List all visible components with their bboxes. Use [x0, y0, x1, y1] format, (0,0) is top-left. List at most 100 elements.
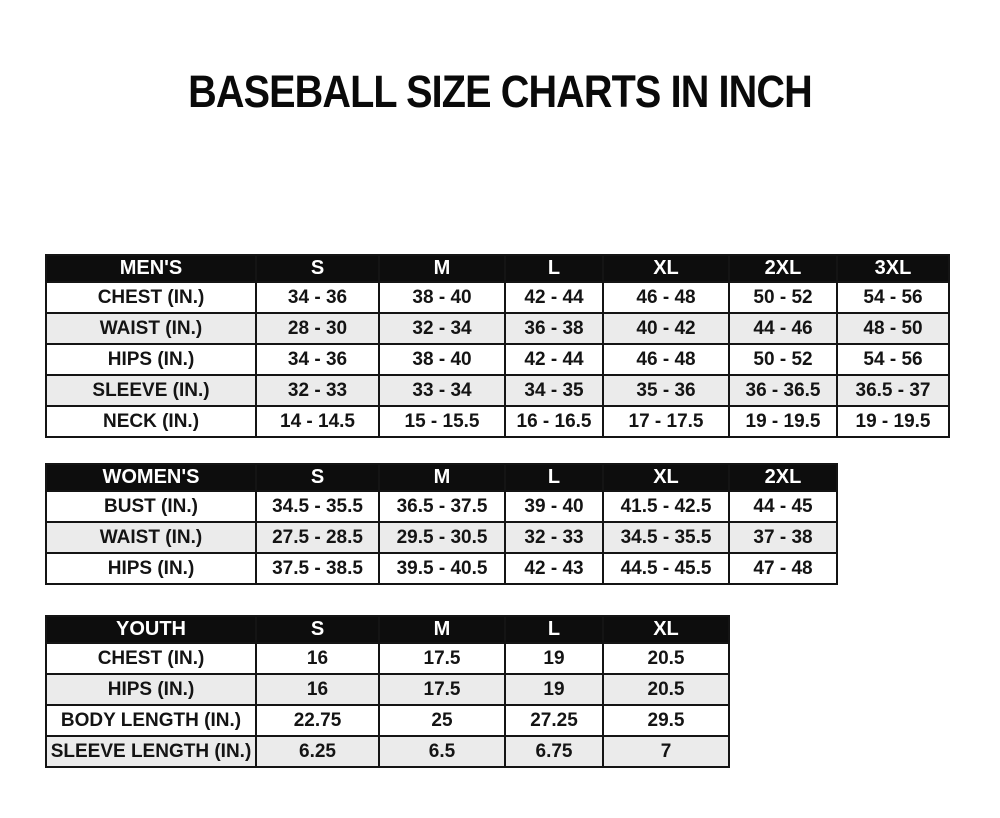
column-header-size: 2XL: [728, 254, 838, 283]
row-label: BODY LENGTH (IN.): [45, 704, 257, 737]
size-charts-page: BASEBALL SIZE CHARTS IN INCH MEN'S S M L XL 2…: [0, 66, 1000, 818]
size-table-youth: YOUTH S M L XL CHEST (IN.) 16 17.5 19 20.5 HIPS (I…: [45, 615, 730, 768]
size-cell: 25: [378, 704, 506, 737]
column-header-size: XL: [602, 463, 730, 492]
size-table-womens: WOMEN'S S M L XL 2XL BUST (IN.) 34.5 - 35.5 36.5…: [45, 463, 838, 585]
size-cell: 36.5 - 37.5: [378, 490, 506, 523]
size-cell: 17.5: [378, 642, 506, 675]
size-cell: 17 - 17.5: [602, 405, 730, 438]
size-cell: 34.5 - 35.5: [602, 521, 730, 554]
size-cell: 44.5 - 45.5: [602, 552, 730, 585]
row-label: HIPS (IN.): [45, 673, 257, 706]
column-header-size: S: [255, 463, 380, 492]
size-cell: 16 - 16.5: [504, 405, 604, 438]
size-cell: 54 - 56: [836, 343, 950, 376]
size-cell: 19: [504, 673, 604, 706]
size-cell: 39 - 40: [504, 490, 604, 523]
table-row: BUST (IN.) 34.5 - 35.5 36.5 - 37.5 39 - 40 4…: [45, 490, 838, 523]
table-header: YOUTH S M L XL: [45, 615, 730, 644]
size-cell: 42 - 43: [504, 552, 604, 585]
size-cell: 44 - 45: [728, 490, 838, 523]
column-header-size: 3XL: [836, 254, 950, 283]
size-cell: 48 - 50: [836, 312, 950, 345]
column-header-size: L: [504, 254, 604, 283]
row-label: CHEST (IN.): [45, 642, 257, 675]
size-cell: 35 - 36: [602, 374, 730, 407]
row-label: HIPS (IN.): [45, 552, 257, 585]
column-header-size: S: [255, 615, 380, 644]
size-cell: 34 - 36: [255, 343, 380, 376]
size-cell: 39.5 - 40.5: [378, 552, 506, 585]
table-row: NECK (IN.) 14 - 14.5 15 - 15.5 16 - 16.5 17 …: [45, 405, 950, 438]
row-label: SLEEVE (IN.): [45, 374, 257, 407]
column-header-size: L: [504, 615, 604, 644]
size-cell: 14 - 14.5: [255, 405, 380, 438]
size-cell: 28 - 30: [255, 312, 380, 345]
table-row: BODY LENGTH (IN.) 22.75 25 27.25 29.5: [45, 704, 730, 737]
size-cell: 19 - 19.5: [728, 405, 838, 438]
table-row: HIPS (IN.) 37.5 - 38.5 39.5 - 40.5 42 - 43 4…: [45, 552, 838, 585]
table-row: WAIST (IN.) 28 - 30 32 - 34 36 - 38 40 - 42 4…: [45, 312, 950, 345]
size-cell: 33 - 34: [378, 374, 506, 407]
size-cell: 38 - 40: [378, 343, 506, 376]
header-row: WOMEN'S S M L XL 2XL: [45, 463, 838, 492]
size-cell: 42 - 44: [504, 343, 604, 376]
size-cell: 50 - 52: [728, 343, 838, 376]
row-label: NECK (IN.): [45, 405, 257, 438]
size-cell: 20.5: [602, 642, 730, 675]
size-cell: 34 - 36: [255, 281, 380, 314]
size-cell: 46 - 48: [602, 343, 730, 376]
table-header: WOMEN'S S M L XL 2XL: [45, 463, 838, 492]
size-cell: 50 - 52: [728, 281, 838, 314]
size-cell: 32 - 33: [255, 374, 380, 407]
size-cell: 34 - 35: [504, 374, 604, 407]
size-cell: 54 - 56: [836, 281, 950, 314]
row-label: HIPS (IN.): [45, 343, 257, 376]
size-cell: 36.5 - 37: [836, 374, 950, 407]
column-header-size: M: [378, 254, 506, 283]
column-header-size: XL: [602, 615, 730, 644]
table-body: CHEST (IN.) 16 17.5 19 20.5 HIPS (IN.) 16 17.5 1…: [45, 642, 730, 768]
size-cell: 32 - 33: [504, 521, 604, 554]
table-body: CHEST (IN.) 34 - 36 38 - 40 42 - 44 46 - 48 5…: [45, 281, 950, 438]
header-row: MEN'S S M L XL 2XL 3XL: [45, 254, 950, 283]
size-cell: 16: [255, 673, 380, 706]
size-cell: 37.5 - 38.5: [255, 552, 380, 585]
size-cell: 20.5: [602, 673, 730, 706]
size-cell: 46 - 48: [602, 281, 730, 314]
size-cell: 40 - 42: [602, 312, 730, 345]
tables-container: MEN'S S M L XL 2XL 3XL CHEST (IN.) 34 - 36 38 - 4…: [45, 254, 950, 768]
size-cell: 22.75: [255, 704, 380, 737]
size-cell: 37 - 38: [728, 521, 838, 554]
size-cell: 41.5 - 42.5: [602, 490, 730, 523]
size-cell: 27.25: [504, 704, 604, 737]
table-body: BUST (IN.) 34.5 - 35.5 36.5 - 37.5 39 - 40 4…: [45, 490, 838, 585]
row-label: CHEST (IN.): [45, 281, 257, 314]
size-cell: 15 - 15.5: [378, 405, 506, 438]
size-cell: 36 - 38: [504, 312, 604, 345]
size-cell: 29.5 - 30.5: [378, 521, 506, 554]
table-group-header: MEN'S: [45, 254, 257, 283]
table-row: HIPS (IN.) 34 - 36 38 - 40 42 - 44 46 - 48 50…: [45, 343, 950, 376]
page-title: BASEBALL SIZE CHARTS IN INCH: [188, 66, 813, 117]
row-label: BUST (IN.): [45, 490, 257, 523]
table-row: CHEST (IN.) 16 17.5 19 20.5: [45, 642, 730, 675]
column-header-size: M: [378, 463, 506, 492]
size-cell: 36 - 36.5: [728, 374, 838, 407]
size-cell: 29.5: [602, 704, 730, 737]
size-cell: 27.5 - 28.5: [255, 521, 380, 554]
row-label: WAIST (IN.): [45, 521, 257, 554]
size-cell: 16: [255, 642, 380, 675]
size-cell: 19 - 19.5: [836, 405, 950, 438]
size-cell: 44 - 46: [728, 312, 838, 345]
header-row: YOUTH S M L XL: [45, 615, 730, 644]
table-row: SLEEVE (IN.) 32 - 33 33 - 34 34 - 35 35 - 36…: [45, 374, 950, 407]
table-group-header: WOMEN'S: [45, 463, 257, 492]
column-header-size: S: [255, 254, 380, 283]
size-cell: 47 - 48: [728, 552, 838, 585]
table-row: CHEST (IN.) 34 - 36 38 - 40 42 - 44 46 - 48 5…: [45, 281, 950, 314]
column-header-size: M: [378, 615, 506, 644]
size-cell: 19: [504, 642, 604, 675]
size-cell: 38 - 40: [378, 281, 506, 314]
column-header-size: 2XL: [728, 463, 838, 492]
